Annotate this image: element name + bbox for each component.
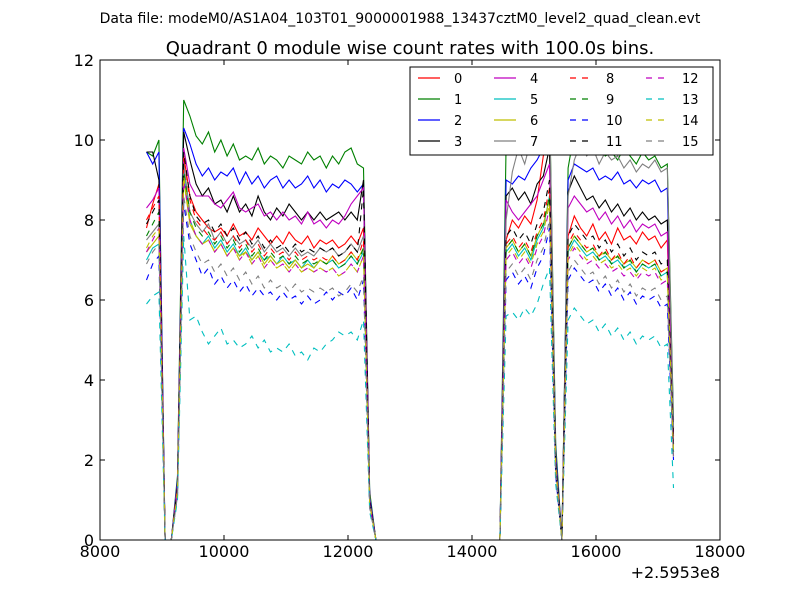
series-line-9: [146, 171, 675, 541]
series-line-7: [146, 99, 675, 541]
legend-label: 4: [530, 72, 538, 87]
legend-label: 9: [606, 93, 614, 108]
legend-label: 14: [682, 114, 699, 129]
series-line-8: [146, 155, 675, 541]
plot-area: [145, 99, 675, 541]
x-tick-label: 10000: [199, 542, 250, 561]
legend-label: 8: [606, 72, 614, 87]
legend-label: 2: [454, 114, 462, 129]
legend-label: 15: [682, 135, 699, 150]
legend-label: 1: [454, 93, 462, 108]
x-tick-label: 14000: [447, 542, 498, 561]
y-tick-label: 0: [84, 531, 94, 550]
chart-title: Quadrant 0 module wise count rates with …: [166, 38, 655, 59]
y-tick-label: 6: [84, 291, 94, 310]
series-line-14: [146, 175, 675, 541]
series-line-2: [146, 119, 675, 541]
legend-label: 6: [530, 114, 538, 129]
y-tick-label: 10: [74, 131, 94, 150]
series-line-0: [145, 135, 675, 541]
series-line-1: [146, 99, 675, 541]
x-offset-label: +2.5953e8: [631, 563, 720, 582]
legend-label: 10: [606, 114, 623, 129]
y-tick-label: 12: [74, 51, 94, 70]
series-line-13: [146, 235, 675, 541]
legend-box: [409, 66, 714, 156]
y-tick-label: 2: [84, 451, 94, 470]
x-tick-label: 12000: [323, 542, 374, 561]
legend-label: 13: [682, 93, 699, 108]
x-tick-label: 16000: [571, 542, 622, 561]
series-line-4: [146, 147, 675, 541]
legend-label: 0: [454, 72, 462, 87]
series-line-3: [146, 131, 675, 541]
legend-label: 5: [530, 93, 538, 108]
legend-label: 11: [606, 135, 623, 150]
y-tick-label: 4: [84, 371, 94, 390]
legend-label: 7: [530, 135, 538, 150]
x-tick-label: 18000: [695, 542, 746, 561]
legend-label: 12: [682, 72, 699, 87]
file-label: Data file: modeM0/AS1A04_103T01_90000019…: [100, 11, 701, 27]
y-tick-label: 8: [84, 211, 94, 230]
legend-label: 3: [454, 135, 462, 150]
x-tick-label: 8000: [80, 542, 121, 561]
series-line-10: [145, 203, 675, 541]
